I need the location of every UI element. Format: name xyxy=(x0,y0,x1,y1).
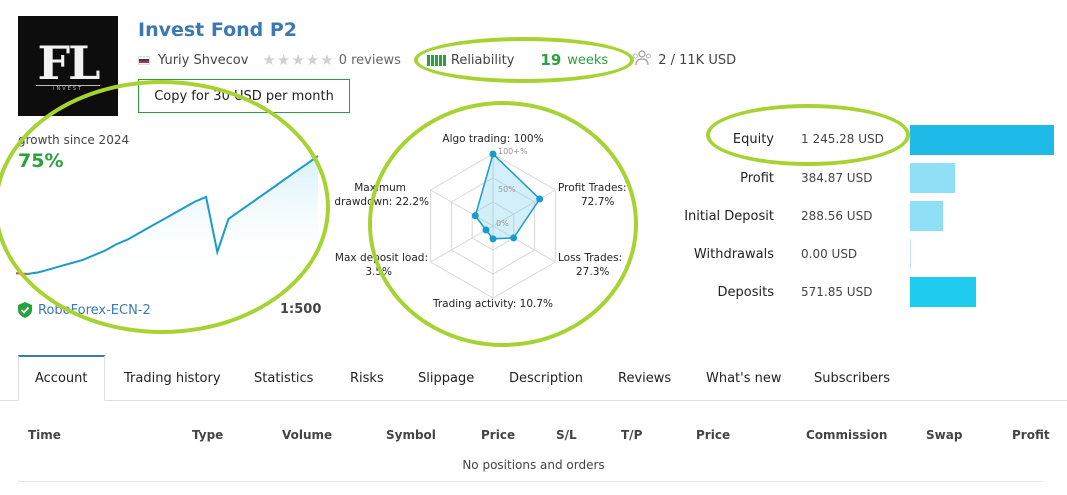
radar-label-maxdep-2: 3.5% xyxy=(365,266,392,278)
tab-subscribers[interactable]: Subscribers xyxy=(814,370,890,386)
metric-value-withdrawals: 0.00 USD xyxy=(801,247,858,261)
growth-chart[interactable] xyxy=(14,150,324,280)
tab-trading-history[interactable]: Trading history xyxy=(124,370,221,386)
metric-value-initial-deposit: 288.56 USD xyxy=(801,209,873,223)
broker-info: RoboForex-ECN-2 xyxy=(18,302,151,318)
metric-bar-deposits xyxy=(910,277,976,307)
column-header-symbol[interactable]: Symbol xyxy=(386,428,436,442)
metric-value-deposits: 571.85 USD xyxy=(801,285,873,299)
growth-line xyxy=(15,155,319,276)
russia-flag-icon xyxy=(138,55,150,65)
verified-shield-icon xyxy=(18,302,32,318)
metric-label-equity: Equity xyxy=(732,132,774,147)
radar-label-drawdown-2: drawdown: 22.2% xyxy=(334,196,429,208)
column-header-tp[interactable]: T/P xyxy=(621,428,643,442)
broker-link[interactable]: RoboForex-ECN-2 xyxy=(38,302,151,318)
radar-label-algo: Algo trading: 100% xyxy=(442,133,543,145)
rating-stars-icon: ★★★★★ xyxy=(262,51,335,69)
tab-risks[interactable]: Risks xyxy=(350,370,384,386)
empty-positions-message: No positions and orders xyxy=(462,458,605,472)
growth-label: growth since 2024 xyxy=(18,133,130,147)
radar-scale-0: 0% xyxy=(496,219,509,228)
metric-bar-withdrawals xyxy=(910,239,911,269)
column-header-price-current[interactable]: Price xyxy=(696,428,731,442)
radar-point-2 xyxy=(510,234,518,242)
table-divider xyxy=(18,481,1042,482)
tab-slippage[interactable]: Slippage xyxy=(418,370,475,386)
radar-spoke-1 xyxy=(492,189,556,227)
logo-subtext: INVEST xyxy=(36,85,100,92)
radar-point-3 xyxy=(489,235,497,243)
author-link[interactable]: Yuriy Shvecov xyxy=(158,52,249,68)
signal-meta-row: Yuriy Shvecov ★★★★★ 0 reviews Reliabilit… xyxy=(138,50,737,70)
tab-description[interactable]: Description xyxy=(509,370,584,386)
radar-label-loss-2: 27.3% xyxy=(576,266,609,278)
copy-subscribe-button[interactable]: Copy for 30 USD per month xyxy=(138,79,350,113)
radar-label-loss-1: Loss Trades: xyxy=(558,252,622,264)
metric-bar-equity xyxy=(910,125,1054,155)
column-header-commission[interactable]: Commission xyxy=(806,428,888,442)
column-header-sl[interactable]: S/L xyxy=(556,428,577,442)
metric-label-deposits: Deposits xyxy=(717,285,774,300)
metric-bar-profit xyxy=(910,163,955,193)
reliability-bars-icon xyxy=(426,54,446,66)
column-header-price-open[interactable]: Price xyxy=(481,428,516,442)
column-header-time[interactable]: Time xyxy=(28,428,61,442)
metric-value-equity: 1 245.28 USD xyxy=(801,132,884,146)
tab-whats-new[interactable]: What's new xyxy=(706,370,782,386)
radar-label-profit-2: 72.7% xyxy=(581,196,614,208)
tab-reviews[interactable]: Reviews xyxy=(618,370,672,386)
metric-label-initial-deposit: Initial Deposit xyxy=(684,209,774,224)
column-header-volume[interactable]: Volume xyxy=(282,428,333,442)
metric-label-withdrawals: Withdrawals xyxy=(693,247,774,262)
reliability-label: Reliability xyxy=(450,52,515,68)
column-header-type[interactable]: Type xyxy=(192,428,224,442)
radar-point-4 xyxy=(482,226,490,234)
signal-tabs: Account Trading history Statistics Risks… xyxy=(0,355,1067,401)
radar-spoke-5 xyxy=(430,189,494,227)
radar-point-1 xyxy=(536,195,544,203)
reviews-link[interactable]: 0 reviews xyxy=(338,52,401,68)
radar-scale-100: 100+% xyxy=(498,147,528,156)
radar-grid xyxy=(430,153,556,299)
radar-chart: 100+% 50% 0% Algo trading: 100% Profit T… xyxy=(334,133,626,310)
radar-label-activity: Trading activity: 10.7% xyxy=(432,298,553,310)
weeks-label: weeks xyxy=(567,52,609,68)
radar-scale-50: 50% xyxy=(498,185,516,194)
radar-spoke-4 xyxy=(430,225,494,263)
signal-title[interactable]: Invest Fond P2 xyxy=(138,19,298,41)
logo-text: FL xyxy=(37,36,100,90)
metric-value-profit: 384.87 USD xyxy=(801,171,873,185)
tab-statistics[interactable]: Statistics xyxy=(254,370,314,386)
subscribers-count: 2 / 11K USD xyxy=(658,52,737,68)
radar-label-drawdown-1: Maximum xyxy=(354,182,406,194)
subscribers-icon xyxy=(632,50,652,70)
column-header-profit[interactable]: Profit xyxy=(1012,428,1050,442)
radar-point-0 xyxy=(489,150,497,158)
radar-spoke-2 xyxy=(492,225,556,263)
leverage-value: 1:500 xyxy=(280,302,322,317)
radar-label-profit-1: Profit Trades: xyxy=(558,182,626,194)
radar-point-5 xyxy=(471,212,479,220)
column-header-swap[interactable]: Swap xyxy=(926,428,963,442)
metric-label-profit: Profit xyxy=(740,171,774,186)
growth-drawdown-segment xyxy=(15,272,28,275)
signal-logo: FL INVEST xyxy=(18,16,118,116)
tab-account[interactable]: Account xyxy=(18,355,105,401)
growth-value: 75% xyxy=(18,150,64,172)
metric-bar-initial-deposit xyxy=(910,201,943,231)
weeks-count: 19 xyxy=(540,51,562,69)
radar-label-maxdep-1: Max deposit load: xyxy=(335,252,428,264)
